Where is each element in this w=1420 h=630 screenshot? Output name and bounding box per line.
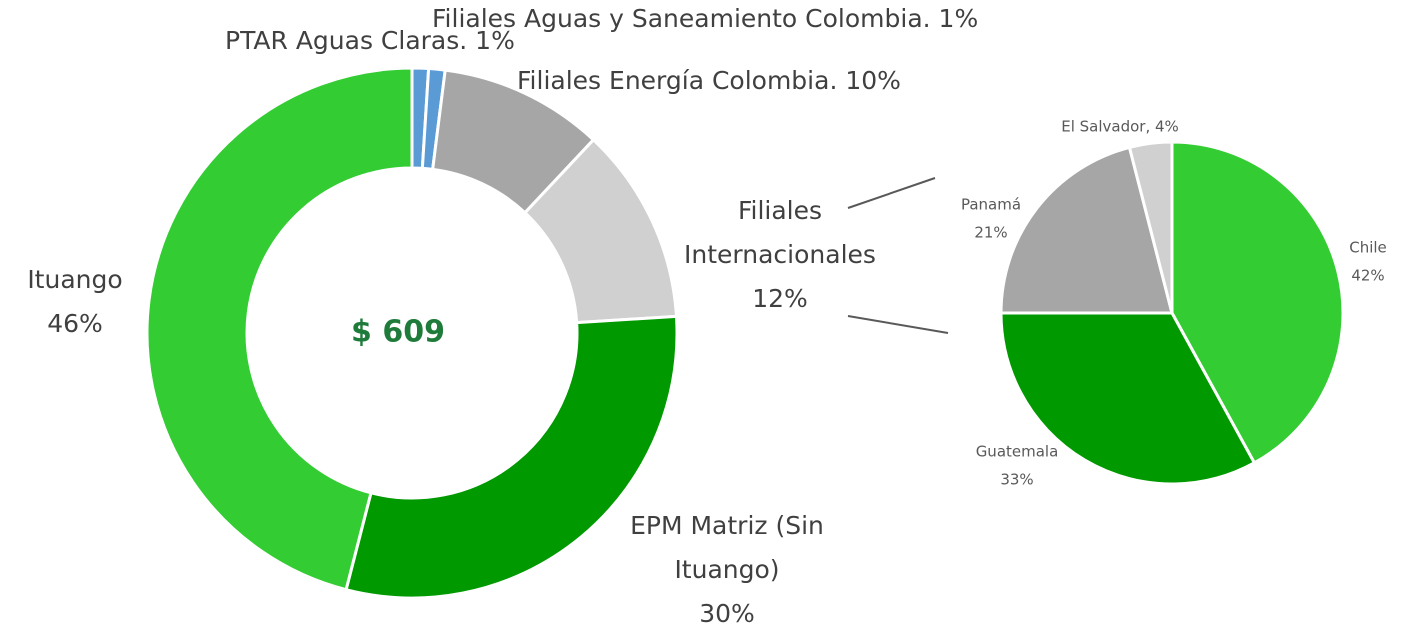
- slice-label: Ituango: [27, 265, 122, 294]
- slice-label: 12%: [752, 284, 808, 313]
- slice-label: Guatemala: [976, 443, 1059, 461]
- slice: [1127, 140, 1174, 314]
- connector-line: [847, 177, 936, 209]
- slice-label: 21%: [974, 224, 1007, 242]
- slice-label: Filiales Aguas y Saneamiento Colombia. 1…: [432, 4, 978, 33]
- slice: [145, 66, 414, 592]
- slice-label: Panamá: [961, 196, 1021, 214]
- slice: [999, 311, 1257, 486]
- slice-label: Filiales Energía Colombia. 10%: [517, 66, 901, 95]
- slice-label: Ituango): [674, 555, 779, 584]
- center-label: $ 609: [351, 315, 445, 350]
- slice-label: El Salvador, 4%: [1061, 118, 1179, 136]
- slice-label: 46%: [47, 309, 103, 338]
- slice-label: 33%: [1000, 471, 1033, 489]
- slice: [999, 145, 1174, 315]
- slice-label: Filiales: [738, 196, 822, 225]
- connector-line: [847, 315, 949, 334]
- slice-label: PTAR Aguas Claras. 1%: [225, 26, 515, 55]
- slice-label: 42%: [1351, 267, 1384, 285]
- slice-label: Chile: [1349, 239, 1387, 257]
- slice-label: EPM Matriz (Sin: [630, 511, 824, 540]
- slice-label: 30%: [699, 599, 755, 628]
- slice-label: Internacionales: [684, 240, 876, 269]
- slice: [344, 314, 679, 600]
- slice: [1170, 140, 1345, 465]
